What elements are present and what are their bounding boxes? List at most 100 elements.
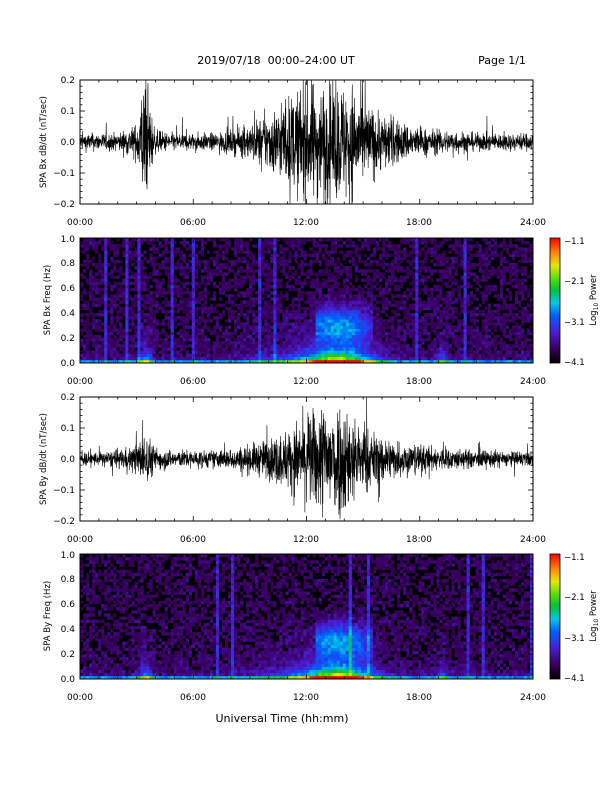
spectrogram-cell: [490, 238, 495, 242]
spectrogram-cell: [511, 325, 516, 329]
spectrogram-cell: [354, 275, 359, 279]
spectrogram-cell: [475, 297, 479, 301]
spectrogram-cell: [493, 334, 498, 339]
spectrogram-cell: [463, 238, 467, 242]
spectrogram-cell: [149, 247, 153, 251]
spectrogram-cell: [279, 303, 283, 308]
spectrogram-cell: [424, 300, 428, 304]
spectrogram-cell: [191, 350, 196, 354]
spectrogram-cell: [92, 594, 96, 599]
spectrogram-cell: [403, 275, 407, 279]
spectrogram-cell: [128, 275, 132, 279]
spectrogram-cell: [261, 281, 265, 286]
spectrogram-cell: [315, 359, 319, 364]
spectrogram-cell: [372, 272, 377, 276]
spectrogram-cell: [86, 666, 90, 670]
spectrogram-cell: [234, 253, 238, 258]
spectrogram-cell: [451, 331, 455, 336]
spectrogram-cell: [342, 294, 347, 298]
spectrogram-cell: [125, 300, 129, 304]
spectrogram-cell: [345, 266, 350, 270]
spectrogram-cell: [487, 313, 492, 317]
spectrogram-cell: [484, 256, 488, 261]
trace-line: [79, 79, 534, 205]
spectrogram-cell: [366, 325, 371, 329]
spectrogram-cell: [487, 284, 492, 289]
spectrogram-cell: [101, 675, 105, 680]
spectrogram-cell: [246, 241, 250, 245]
spectrogram-cell: [309, 263, 313, 267]
spectrogram-cell: [363, 322, 368, 326]
spectrogram-cell: [164, 269, 168, 273]
spectrogram-cell: [95, 657, 99, 661]
spectrogram-cell: [101, 359, 105, 364]
spectrogram-cell: [95, 557, 99, 561]
spectrogram-cell: [140, 288, 144, 292]
spectrogram-cell: [161, 238, 165, 242]
spectrogram-cell: [122, 309, 126, 314]
spectrogram-cell: [442, 331, 446, 336]
spectrogram-cell: [363, 278, 368, 283]
spectrogram-cell: [188, 300, 193, 304]
spectrogram-cell: [104, 635, 108, 639]
spectrogram-cell: [197, 328, 202, 333]
spectrogram-cell: [279, 256, 283, 261]
spectrogram-cell: [397, 303, 401, 308]
spectrogram-cell: [394, 341, 398, 345]
spectrogram-cell: [200, 350, 205, 354]
spectrogram-cell: [457, 347, 461, 351]
spectrogram-cell: [134, 316, 138, 320]
spectrogram-cell: [279, 338, 283, 342]
spectrogram-cell: [258, 328, 262, 333]
spectrogram-cell: [333, 316, 337, 320]
spectrogram-cell: [258, 238, 262, 242]
spectrogram-cell: [300, 253, 304, 258]
by-ytick-0: −0.2: [53, 517, 75, 527]
spectrogram-cell: [400, 269, 404, 273]
spectrogram-cell: [366, 306, 371, 311]
spectrogram-cell: [427, 269, 431, 273]
spectrogram-cell: [309, 325, 313, 329]
spectrogram-cell: [200, 259, 205, 264]
spectrogram-cell: [502, 353, 507, 358]
spectrogram-cell: [146, 347, 150, 351]
spectrogram-cell: [475, 275, 479, 279]
spectrogram-cell: [131, 303, 135, 308]
spectrogram-cell: [194, 334, 199, 339]
spectrogram-cell: [312, 350, 316, 354]
spectrogram-cell: [394, 250, 398, 254]
spectrogram-cell: [312, 259, 316, 264]
spectrogram-cell: [98, 554, 102, 558]
spectrogram-cell: [98, 256, 102, 261]
spectrogram-cell: [517, 331, 522, 336]
spectrogram-cell: [400, 297, 404, 301]
spectrogram-cell: [345, 356, 350, 361]
spectrogram-cell: [394, 316, 398, 320]
spectrogram-cell: [95, 341, 99, 345]
spectrogram-cell: [288, 259, 292, 264]
spectrogram-cell: [231, 334, 235, 339]
spectrogram-cell: [508, 331, 513, 336]
spectrogram-cell: [303, 359, 307, 364]
spectrogram-cell: [164, 297, 168, 301]
spectrogram-cell: [98, 253, 102, 258]
spectrogram-cell: [279, 300, 283, 304]
spectrogram-cell: [391, 303, 395, 308]
spectrogram-cell: [357, 259, 362, 264]
spectrogram-cell: [523, 313, 528, 317]
spectrogram-cell: [318, 284, 322, 289]
spectrogram-cell: [517, 347, 522, 351]
spectrogram-cell: [143, 297, 147, 301]
spectrogram-cell: [291, 338, 295, 342]
spectrogram-cell: [354, 300, 359, 304]
spectrogram-cell: [330, 328, 334, 333]
spectrogram-cell: [300, 331, 304, 336]
spectrogram-cell: [170, 322, 174, 326]
spectrogram-cell: [400, 284, 404, 289]
spectrogram-cell: [309, 331, 313, 336]
bx-cbar-tick-0: −1.1: [564, 237, 585, 247]
spectrogram-cell: [378, 291, 383, 295]
spectrogram-cell: [86, 597, 90, 602]
spectrogram-cell: [385, 281, 389, 286]
spectrogram-cell: [164, 303, 168, 308]
